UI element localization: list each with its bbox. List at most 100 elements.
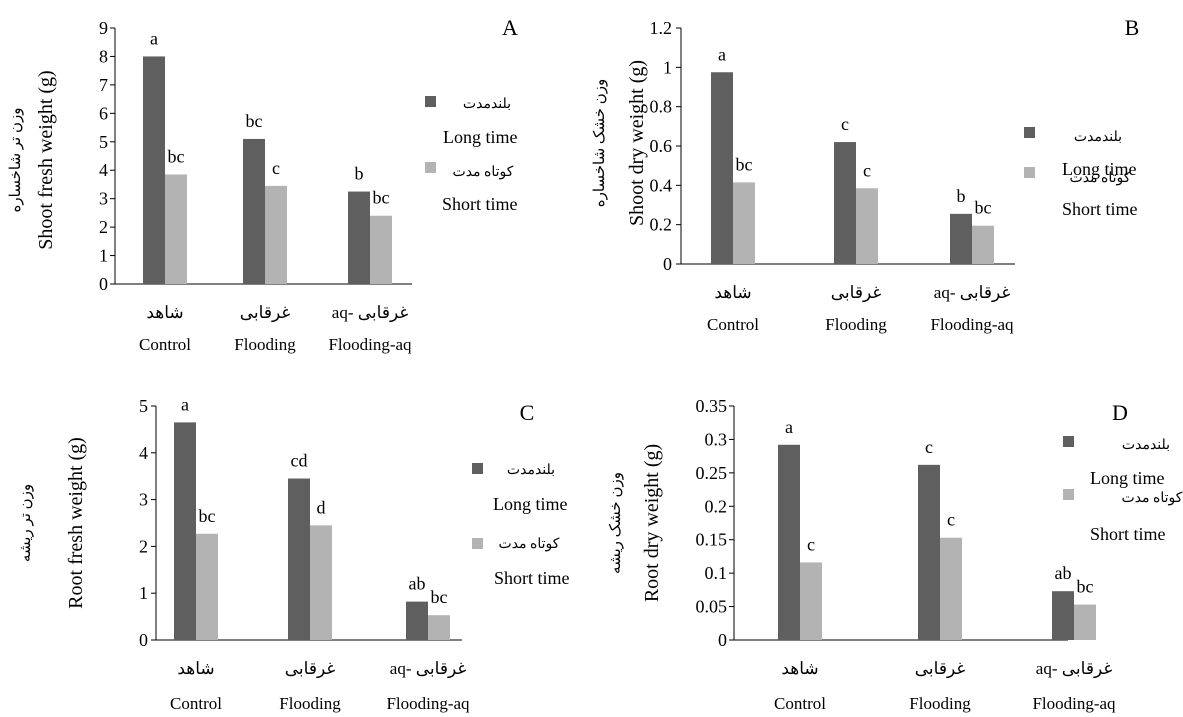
significance-label: b: [957, 186, 966, 206]
bar-short-time: [972, 225, 994, 264]
category-label-en: Flooding-aq: [930, 315, 1014, 334]
panel-letter: D: [1112, 400, 1128, 425]
panel-letter: C: [520, 400, 535, 425]
y-tick-label: 0.15: [696, 530, 728, 550]
significance-label: bc: [1077, 577, 1094, 597]
legend-label-short-en: Short time: [1090, 524, 1166, 544]
bar-short-time: [265, 185, 287, 284]
y-tick-label: 0.2: [650, 215, 673, 235]
legend-label-short-fa: کوتاه مدت: [499, 537, 560, 552]
chart-panel-d: 0 0.05 0.1 0.15 0.2 0.25 0.3 0.35 a c شاهد Control c…: [608, 396, 1183, 713]
significance-label: bc: [199, 506, 216, 526]
y-tick-label: 0.05: [696, 597, 728, 617]
legend-swatch-long-time: [425, 96, 436, 107]
legend-swatch-long-time: [1063, 436, 1074, 447]
category-label-en: Control: [139, 335, 191, 354]
y-tick-label: 3: [99, 189, 108, 209]
panel-letter: B: [1125, 15, 1140, 40]
category-label-fa: غرقابی -aq: [390, 659, 467, 679]
legend-label-long-en: Long time: [443, 127, 518, 147]
bar-long-time: [406, 601, 428, 640]
significance-label: a: [181, 394, 189, 414]
significance-label: c: [272, 158, 280, 178]
significance-label: cd: [291, 451, 308, 471]
category-label-en: Flooding: [279, 694, 341, 713]
category-label-en: Flooding: [909, 694, 971, 713]
y-tick-label: 0.4: [650, 175, 673, 195]
y-tick-label: 5: [99, 132, 108, 152]
category-label-en: Flooding-aq: [1032, 694, 1116, 713]
category-label-fa: شاهد: [781, 659, 818, 678]
y-tick-label: 0.3: [705, 429, 728, 449]
significance-label: c: [863, 160, 871, 180]
bar-short-time: [940, 537, 962, 640]
category-label-fa: غرقابی -aq: [1036, 659, 1113, 679]
y-tick-label: 4: [99, 160, 108, 180]
significance-label: bc: [246, 111, 263, 131]
y-tick-label: 1.2: [650, 18, 673, 38]
category-label-fa: غرقابی -aq: [332, 303, 409, 323]
y-tick-label: 0.25: [696, 463, 728, 483]
bar-long-time: [243, 138, 265, 284]
bar-short-time: [733, 182, 755, 264]
legend-swatch-short-time: [425, 162, 436, 173]
bar-long-time: [778, 444, 800, 640]
y-tick-label: 0: [718, 630, 727, 650]
category-label-fa: شاهد: [714, 283, 751, 302]
significance-label: a: [718, 44, 726, 64]
significance-label: c: [947, 510, 955, 530]
significance-label: bc: [975, 198, 992, 218]
legend-label-long-en: Long time: [1090, 468, 1165, 488]
bar-long-time: [711, 72, 733, 264]
category-label-en: Flooding-aq: [386, 694, 470, 713]
bar-long-time: [918, 464, 940, 640]
category-label-fa: غرقابی: [240, 303, 291, 323]
significance-label: a: [150, 28, 158, 48]
y-tick-label: 0: [139, 630, 148, 650]
category-label-fa: غرقابی: [285, 659, 336, 679]
legend-label-long-fa: بلندمدت: [1122, 438, 1170, 453]
bar-short-time: [800, 562, 822, 640]
legend: بلندمدت Long time کوتاه مدت Short time: [1063, 436, 1183, 544]
significance-label: bc: [168, 146, 185, 166]
y-tick-label: 2: [139, 536, 148, 556]
legend-label-short-fa: کوتاه مدت: [1070, 171, 1131, 186]
y-axis-title: Shoot fresh weight (g): [35, 70, 57, 249]
significance-label: bc: [373, 188, 390, 208]
panel-letter: A: [502, 15, 518, 40]
significance-label: c: [807, 534, 815, 554]
legend-swatch-long-time: [1024, 127, 1035, 138]
bar-long-time: [174, 422, 196, 640]
y-axis-title: Root fresh weight (g): [65, 437, 87, 609]
category-label-fa: شاهد: [146, 303, 183, 322]
y-tick-label: 0.6: [650, 136, 673, 156]
y-tick-label: 0: [663, 254, 672, 274]
significance-label: d: [317, 497, 326, 517]
bar-long-time: [348, 191, 370, 284]
category-label-fa: غرقابی: [831, 283, 882, 303]
y-tick-label: 0.2: [705, 496, 728, 516]
y-axis-title: Shoot dry weight (g): [626, 60, 648, 226]
bar-long-time: [950, 213, 972, 264]
y-axis-title-fa: وزن خشک شاخساره: [592, 79, 608, 208]
bar-short-time: [370, 215, 392, 284]
bar-short-time: [196, 533, 218, 640]
bar-long-time: [1052, 591, 1074, 640]
significance-label: b: [355, 164, 364, 184]
legend-label-short-fa: کوتاه مدت: [1122, 491, 1183, 506]
significance-label: bc: [431, 587, 448, 607]
significance-label: bc: [736, 154, 753, 174]
legend-swatch-short-time: [1063, 489, 1074, 500]
y-axis-title-fa: وزن خشک ریشه: [608, 472, 624, 574]
y-tick-label: 0.8: [650, 97, 673, 117]
bar-long-time: [834, 142, 856, 264]
y-tick-label: 8: [99, 46, 108, 66]
legend-label-short-en: Short time: [442, 194, 518, 214]
chart-panel-b: 0 0.2 0.4 0.6 0.8 1 1.2 a bc شاهد Control c c غرقابی F…: [592, 15, 1139, 334]
legend-label-long-en: Long time: [1062, 159, 1137, 179]
legend-label-long-en: Long time: [493, 494, 568, 514]
y-tick-label: 5: [139, 396, 148, 416]
